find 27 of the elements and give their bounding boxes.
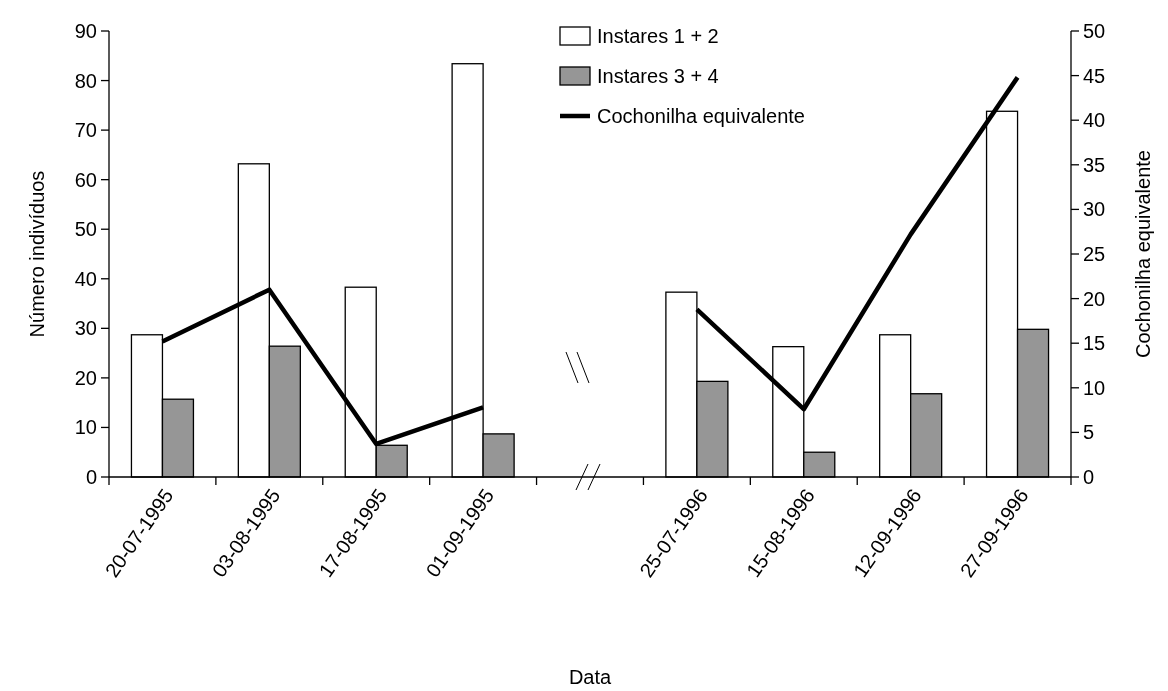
y-tick-label: 10 (74, 416, 97, 439)
y-axis-title: Número indivíduos (26, 170, 48, 338)
y-tick-label: 80 (74, 69, 97, 92)
y2-tick-label: 15 (1083, 332, 1106, 355)
y2-axis-title: Cochonilha equivalente (1132, 150, 1154, 358)
y2-tick-label: 25 (1083, 243, 1106, 265)
y2-tick-label: 50 (1083, 20, 1106, 42)
y-tick-label: 50 (74, 218, 97, 241)
y-tick-label: 90 (74, 20, 97, 42)
y-tick-label: 70 (74, 119, 97, 142)
y2-tick-label: 30 (1083, 198, 1106, 221)
y-tick-label: 30 (74, 317, 97, 340)
legend-label: Cochonilha equivalente (597, 105, 805, 127)
y2-tick-label: 40 (1083, 109, 1106, 132)
y2-tick-label: 0 (1083, 466, 1095, 488)
legend-label: Instares 3 + 4 (597, 65, 719, 87)
y2-tick-label: 10 (1083, 376, 1106, 399)
y-tick-label: 0 (85, 466, 97, 488)
y-tick-label: 20 (74, 366, 97, 389)
y-tick-label: 60 (74, 168, 97, 191)
y-tick-label: 40 (74, 267, 97, 290)
y2-tick-label: 45 (1083, 64, 1106, 87)
y2-tick-label: 5 (1083, 421, 1095, 444)
y2-tick-label: 35 (1083, 153, 1106, 176)
x-axis-title: Data (568, 666, 612, 688)
y2-tick-label: 20 (1083, 287, 1106, 310)
legend-label: Instares 1 + 2 (597, 25, 719, 47)
